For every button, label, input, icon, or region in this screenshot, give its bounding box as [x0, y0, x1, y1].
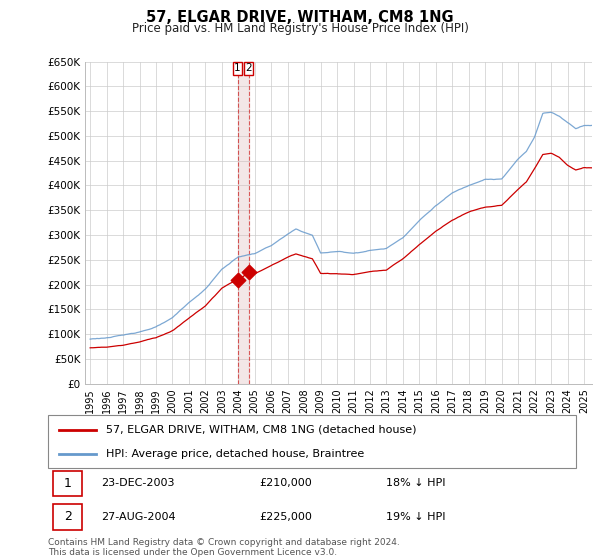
Point: [244, 268, 253, 277]
Text: Price paid vs. HM Land Registry's House Price Index (HPI): Price paid vs. HM Land Registry's House …: [131, 22, 469, 35]
Text: 1: 1: [234, 63, 241, 73]
Text: 2: 2: [245, 63, 252, 73]
Text: Contains HM Land Registry data © Crown copyright and database right 2024.
This d: Contains HM Land Registry data © Crown c…: [48, 538, 400, 557]
Text: 1: 1: [64, 477, 72, 490]
FancyBboxPatch shape: [53, 470, 82, 496]
FancyBboxPatch shape: [48, 415, 576, 468]
Bar: [238, 62, 248, 384]
Text: HPI: Average price, detached house, Braintree: HPI: Average price, detached house, Brai…: [106, 449, 364, 459]
FancyBboxPatch shape: [53, 504, 82, 530]
Point: [233, 275, 242, 284]
Text: 27-AUG-2004: 27-AUG-2004: [101, 512, 175, 522]
Text: 57, ELGAR DRIVE, WITHAM, CM8 1NG: 57, ELGAR DRIVE, WITHAM, CM8 1NG: [146, 10, 454, 25]
Text: £225,000: £225,000: [259, 512, 312, 522]
Text: 57, ELGAR DRIVE, WITHAM, CM8 1NG (detached house): 57, ELGAR DRIVE, WITHAM, CM8 1NG (detach…: [106, 425, 416, 435]
Text: 23-DEC-2003: 23-DEC-2003: [101, 478, 175, 488]
Text: 18% ↓ HPI: 18% ↓ HPI: [386, 478, 445, 488]
Text: 19% ↓ HPI: 19% ↓ HPI: [386, 512, 445, 522]
Text: 2: 2: [64, 510, 72, 524]
Text: £210,000: £210,000: [259, 478, 312, 488]
